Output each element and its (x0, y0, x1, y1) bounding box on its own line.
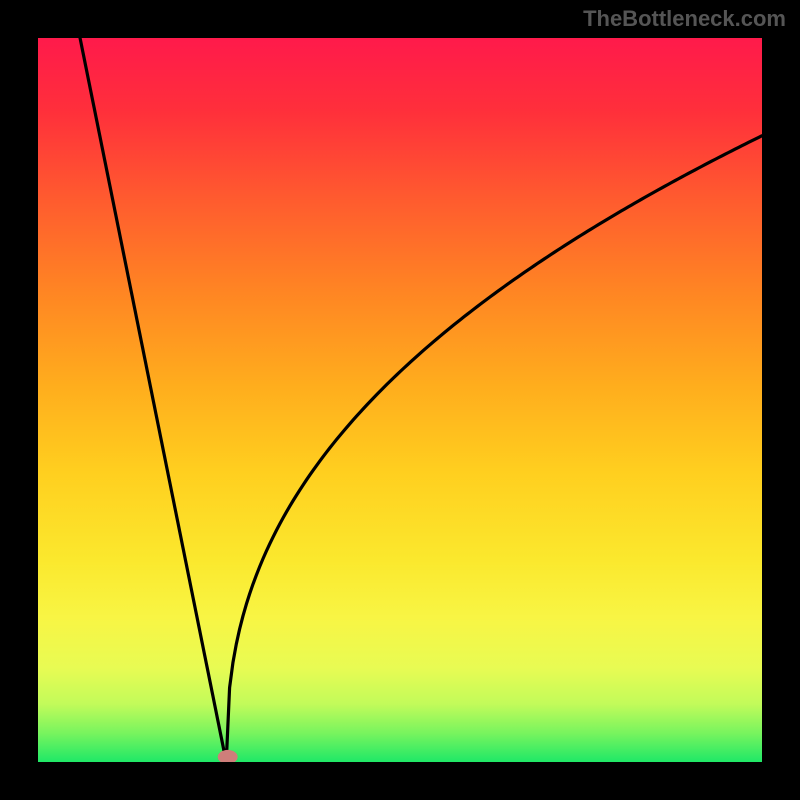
bottleneck-chart (0, 0, 800, 800)
min-point-marker (218, 750, 238, 764)
plot-area-gradient (38, 38, 762, 762)
watermark-text: TheBottleneck.com (583, 6, 786, 32)
